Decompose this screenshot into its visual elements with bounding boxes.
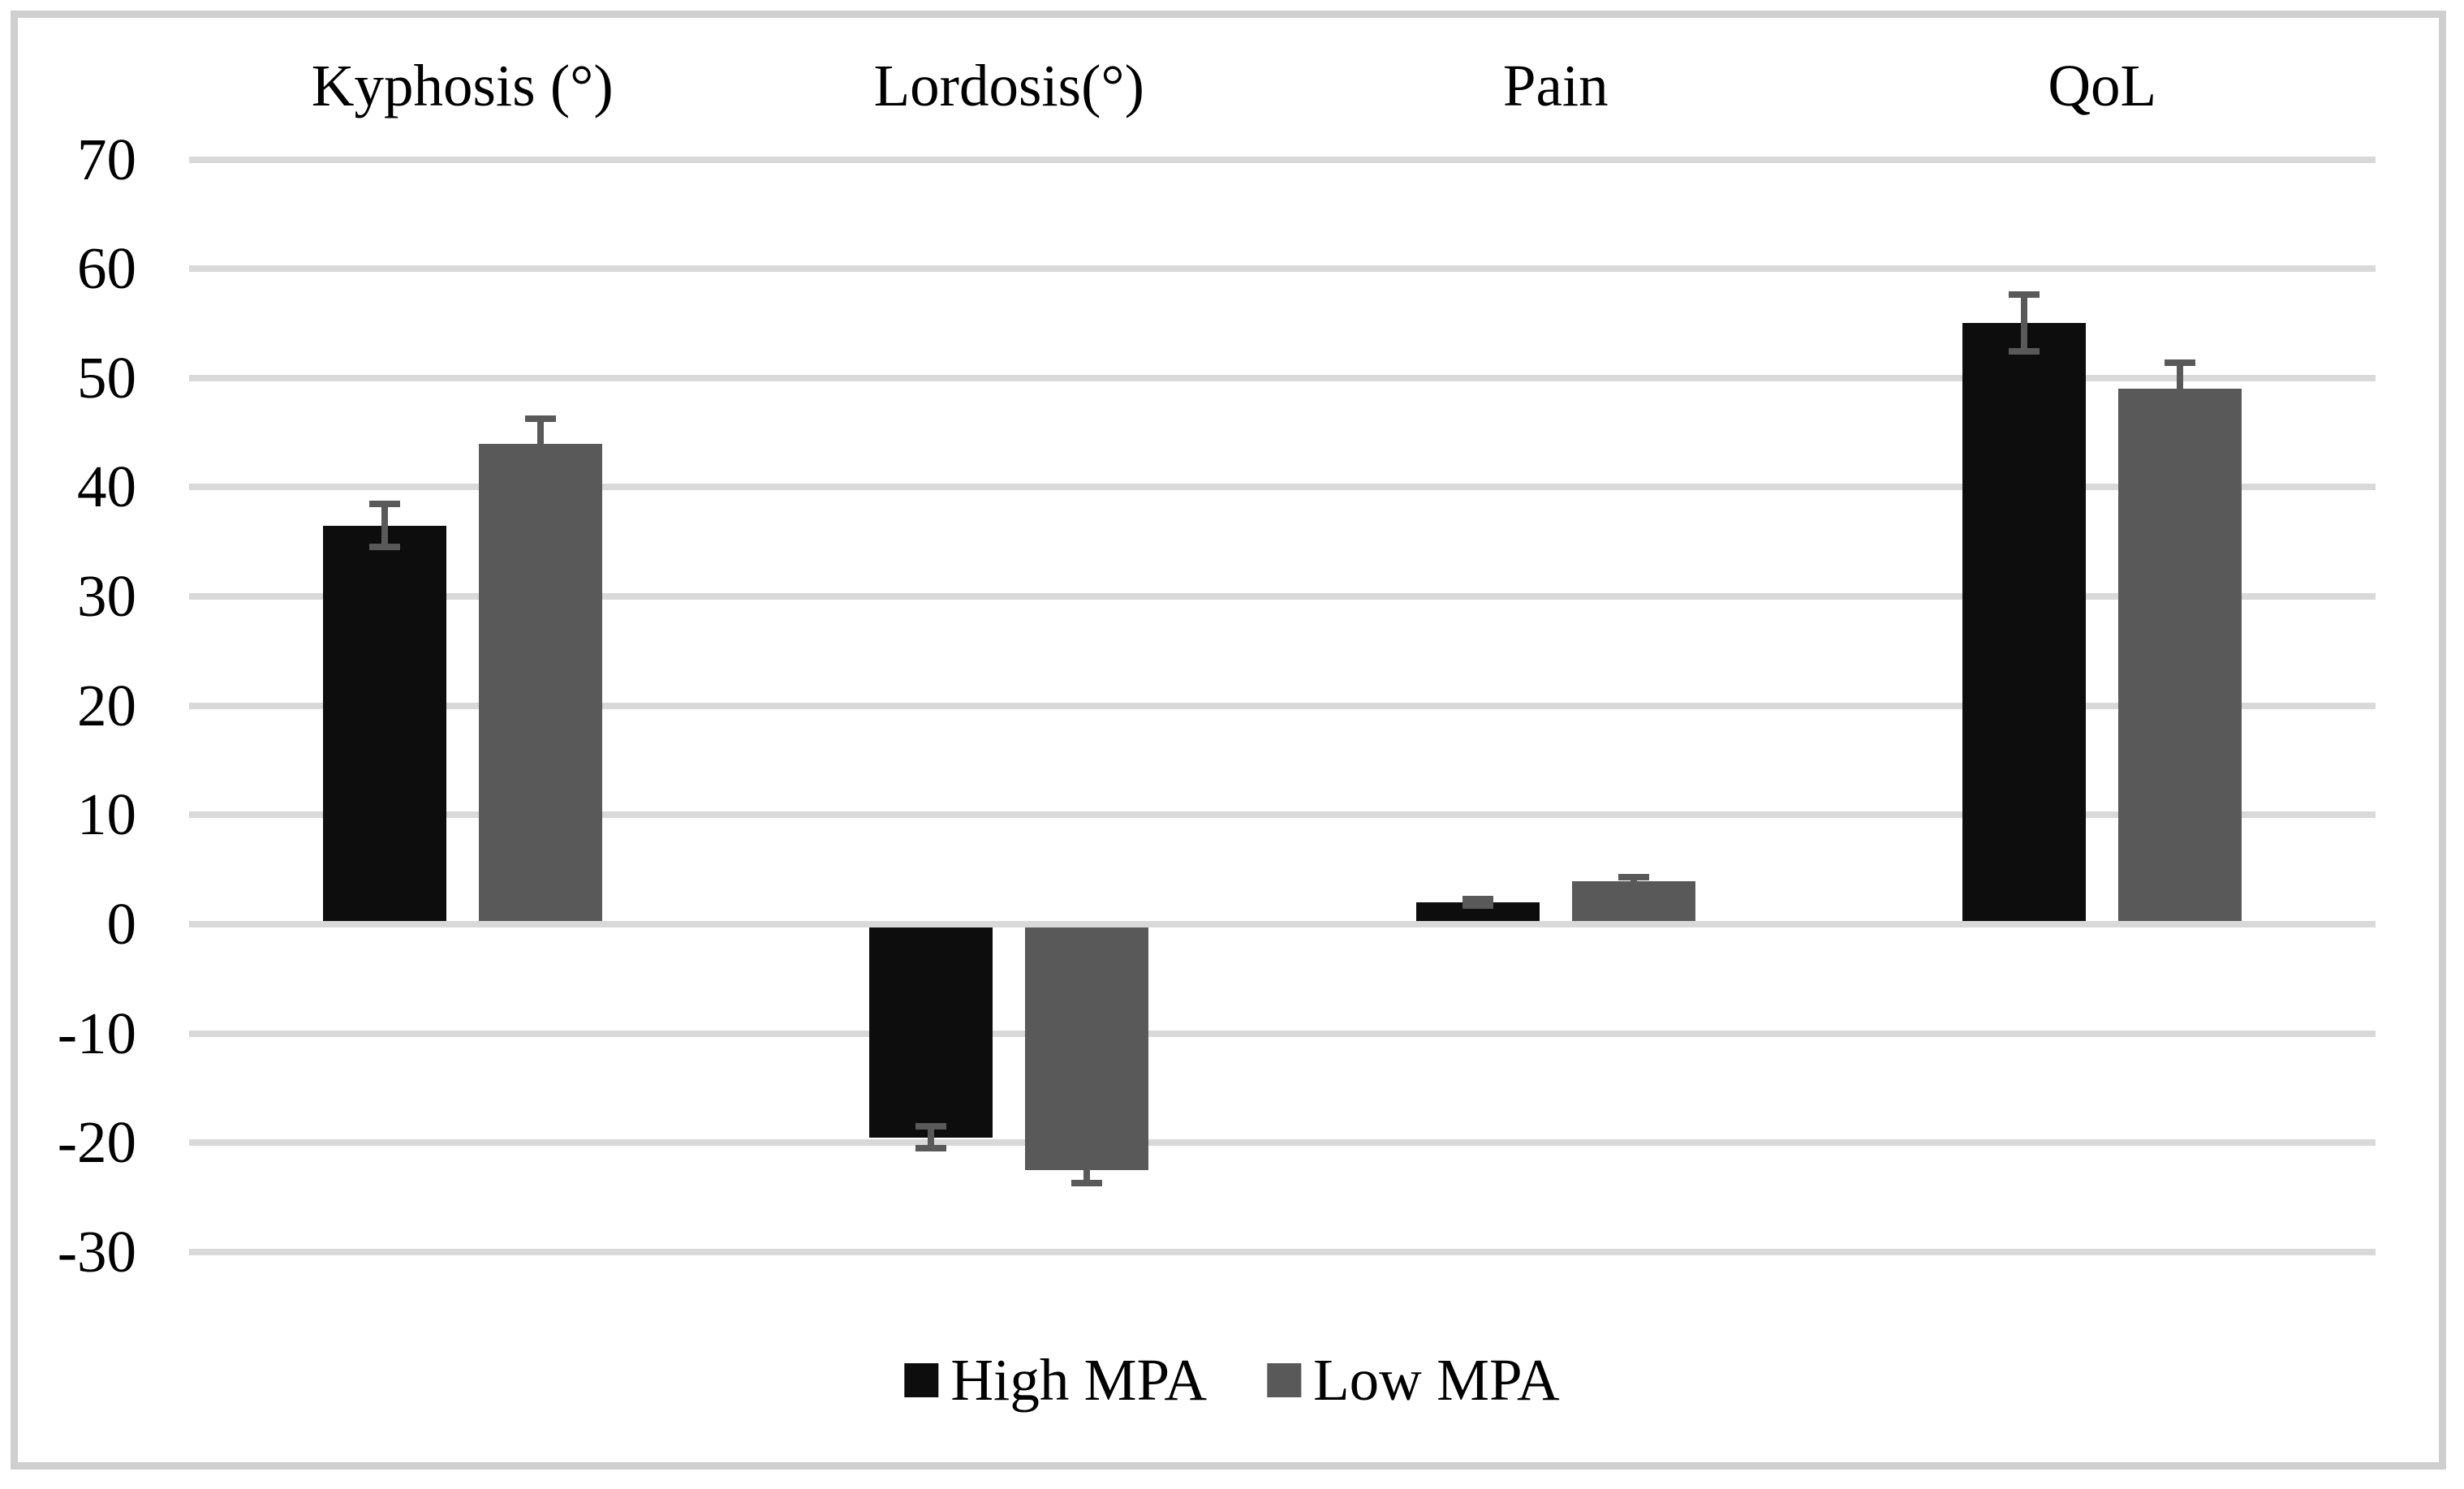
gridline-0 [189,921,2376,927]
category-title-kyphosis: Kyphosis (°) [311,53,614,118]
bar-high-mpa-lordosis [869,927,993,1138]
error-bar-high-mpa-pain-bottom-cap [1462,902,1493,910]
error-bar-low-mpa-pain-top-cap [1618,874,1649,881]
legend-item-low-mpa: Low MPA [1267,1344,1560,1417]
y-axis-tick-label-40: 40 [77,454,136,520]
gridline-50 [189,374,2376,381]
error-bar-high-mpa-qol-top-cap [2009,291,2040,299]
figure-border [11,11,2446,1470]
bar-low-mpa-qol [2118,389,2242,921]
gridline-20 [189,702,2376,709]
legend-item-high-mpa: High MPA [904,1344,1207,1417]
gridline-70 [189,156,2376,163]
bar-low-mpa-lordosis [1025,927,1149,1170]
error-bar-low-mpa-qol-line [2177,362,2184,415]
legend-swatch-low-mpa [1267,1363,1302,1397]
error-bar-high-mpa-qol-bottom-cap [2009,348,2040,355]
error-bar-low-mpa-qol-bottom-cap [2165,411,2196,419]
error-bar-low-mpa-kyphosis-top-cap [524,415,556,422]
y-axis-tick-label-10: 10 [77,781,136,848]
error-bar-low-mpa-pain-line [1630,877,1637,886]
category-title-lordosis: Lordosis(°) [873,53,1144,118]
bar-high-mpa-qol [1962,323,2087,921]
error-bar-high-mpa-pain-top-cap [1462,896,1493,903]
legend: High MPA Low MPA [904,1344,1560,1417]
error-bar-low-mpa-lordosis-top-cap [1071,1153,1103,1160]
gridline-30 [189,593,2376,600]
error-bar-high-mpa-lordosis-line [928,1126,935,1148]
error-bar-high-mpa-kyphosis-line [381,503,388,548]
gridline--10 [189,1030,2376,1037]
legend-label-high-mpa: High MPA [950,1347,1208,1413]
y-axis-tick-label-0: 0 [106,891,137,957]
error-bar-high-mpa-lordosis-top-cap [915,1123,947,1130]
y-axis-tick-label-70: 70 [77,126,136,192]
gridline--20 [189,1139,2376,1147]
error-bar-high-mpa-pain-line [1474,899,1481,906]
gridline-10 [189,811,2376,819]
y-axis-tick-label-20: 20 [77,672,136,738]
bar-high-mpa-kyphosis [322,525,446,921]
error-bar-low-mpa-lordosis-bottom-cap [1071,1180,1103,1187]
error-bar-low-mpa-kyphosis-bottom-cap [524,465,556,472]
error-bar-high-mpa-kyphosis-top-cap [368,500,400,507]
error-bar-high-mpa-lordosis-bottom-cap [915,1145,947,1151]
error-bar-low-mpa-kyphosis-line [536,418,544,469]
gridline-60 [189,265,2376,273]
error-bar-low-mpa-qol-top-cap [2165,359,2196,366]
y-axis-tick-label-50: 50 [77,344,136,411]
gridline--30 [189,1248,2376,1255]
legend-swatch-high-mpa [904,1363,939,1397]
y-axis-tick-label--20: -20 [57,1109,136,1176]
error-bar-high-mpa-kyphosis-bottom-cap [368,544,400,551]
y-axis-tick-label--10: -10 [57,1000,136,1066]
category-title-qol: QoL [2048,53,2157,118]
y-axis-tick-label-30: 30 [77,563,136,630]
error-bar-low-mpa-lordosis-line [1083,1156,1091,1184]
error-bar-low-mpa-pain-bottom-cap [1618,882,1649,889]
gridline-40 [189,484,2376,491]
error-bar-high-mpa-qol-line [2021,295,2028,352]
bar-high-mpa-pain [1415,902,1540,921]
y-axis-tick-label-60: 60 [77,235,136,302]
bar-low-mpa-kyphosis [478,443,602,921]
category-title-pain: Pain [1502,53,1609,118]
legend-label-low-mpa: Low MPA [1313,1347,1560,1413]
y-axis-tick-label--30: -30 [57,1218,136,1285]
